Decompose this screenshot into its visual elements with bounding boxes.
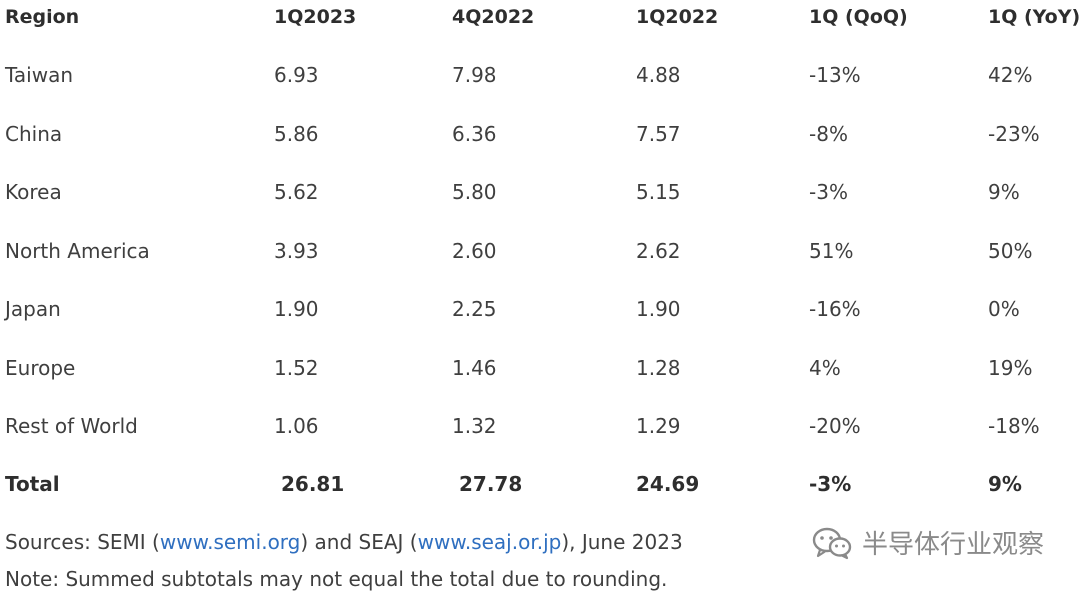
cell-value-4q2022: 1.46 — [452, 356, 497, 380]
total-qoq: -3% — [809, 472, 852, 496]
cell-value-1q2022: 1.90 — [636, 297, 681, 321]
total-yoy: 9% — [988, 472, 1022, 496]
total-label: Total — [5, 472, 60, 496]
cell-value-1q2022: 1.28 — [636, 356, 681, 380]
cell-value-1q2022: 1.29 — [636, 414, 681, 438]
cell-value-yoy: -23% — [988, 122, 1040, 146]
cell-value-1q2023: 3.93 — [274, 239, 319, 263]
total-1q2022: 24.69 — [636, 472, 700, 496]
cell-value-1q2023: 1.06 — [274, 414, 319, 438]
cell-value-qoq: -13% — [809, 63, 861, 87]
cell-value-4q2022: 2.60 — [452, 239, 497, 263]
header-yoy: 1Q (YoY) — [988, 6, 1080, 28]
cell-value-qoq: -3% — [809, 180, 848, 204]
cell-value-4q2022: 6.36 — [452, 122, 497, 146]
header-qoq: 1Q (QoQ) — [809, 6, 908, 28]
cell-region: Europe — [5, 356, 76, 380]
cell-region: North America — [5, 239, 150, 263]
watermark-text: 半导体行业观察 — [862, 530, 1045, 560]
semi-link[interactable]: www.semi.org — [159, 530, 301, 554]
cell-value-1q2022: 4.88 — [636, 63, 681, 87]
cell-value-1q2022: 7.57 — [636, 122, 681, 146]
sources-prefix: Sources: SEMI ( — [5, 530, 160, 554]
sources-line: Sources: SEMI (www.semi.org) and SEAJ (w… — [5, 532, 683, 552]
cell-region: Japan — [5, 297, 61, 321]
cell-value-yoy: -18% — [988, 414, 1040, 438]
table-total-row: Total 26.81 27.78 24.69 -3% 9% — [0, 0, 1080, 494]
sources-mid: ) and SEAJ ( — [300, 530, 418, 554]
header-region: Region — [5, 6, 80, 28]
cell-value-qoq: -16% — [809, 297, 861, 321]
cell-value-yoy: 9% — [988, 180, 1020, 204]
cell-value-4q2022: 7.98 — [452, 63, 497, 87]
total-1q2023: 26.81 — [281, 472, 345, 496]
cell-value-qoq: -20% — [809, 414, 861, 438]
cell-value-qoq: 4% — [809, 356, 841, 380]
rounding-note: Note: Summed subtotals may not equal the… — [5, 567, 668, 591]
cell-value-4q2022: 1.32 — [452, 414, 497, 438]
cell-value-1q2023: 5.86 — [274, 122, 319, 146]
cell-value-yoy: 42% — [988, 63, 1033, 87]
cell-value-qoq: -8% — [809, 122, 848, 146]
cell-value-yoy: 0% — [988, 297, 1020, 321]
cell-region: Rest of World — [5, 414, 138, 438]
header-1q2022: 1Q2022 — [636, 6, 719, 28]
cell-value-1q2023: 1.52 — [274, 356, 319, 380]
cell-value-yoy: 19% — [988, 356, 1033, 380]
cell-value-4q2022: 2.25 — [452, 297, 497, 321]
cell-value-1q2022: 2.62 — [636, 239, 681, 263]
header-1q2023: 1Q2023 — [274, 6, 357, 28]
seaj-link[interactable]: www.seaj.or.jp — [417, 530, 562, 554]
equipment-billings-table: Region 1Q2023 4Q2022 1Q2022 1Q (QoQ) 1Q … — [0, 0, 1080, 495]
total-4q2022: 27.78 — [459, 472, 523, 496]
cell-value-qoq: 51% — [809, 239, 854, 263]
cell-region: Taiwan — [5, 63, 74, 87]
cell-value-4q2022: 5.80 — [452, 180, 497, 204]
cell-value-1q2023: 6.93 — [274, 63, 319, 87]
header-4q2022: 4Q2022 — [452, 6, 535, 28]
watermark: 半导体行业观察 — [812, 524, 1044, 561]
cell-value-1q2022: 5.15 — [636, 180, 681, 204]
sources-suffix: ), June 2023 — [561, 530, 683, 554]
cell-value-1q2023: 1.90 — [274, 297, 319, 321]
wechat-icon — [812, 526, 852, 560]
cell-region: Korea — [5, 180, 62, 204]
cell-region: China — [5, 122, 63, 146]
cell-value-yoy: 50% — [988, 239, 1033, 263]
cell-value-1q2023: 5.62 — [274, 180, 319, 204]
